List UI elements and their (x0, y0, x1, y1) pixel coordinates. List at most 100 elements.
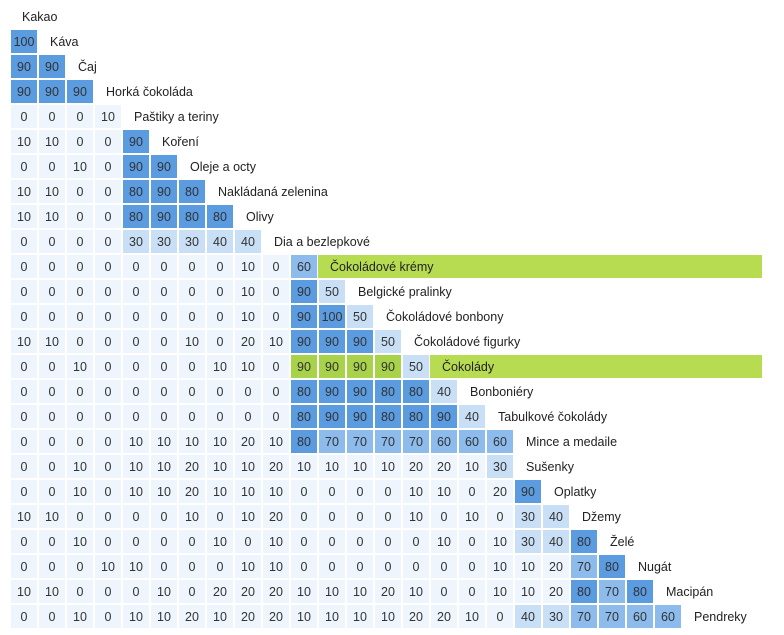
row-labels: Kakao Káva Čaj Horká čokoláda Paštiky a teri… (22, 10, 748, 624)
matrix-cell (263, 280, 289, 303)
cell-value: 60 (661, 610, 675, 624)
cell-value: 20 (493, 485, 507, 499)
matrix-cell (95, 305, 121, 328)
cell-value: 90 (297, 310, 311, 324)
cell-value: 30 (493, 460, 507, 474)
cell-value: 0 (49, 385, 56, 399)
matrix-cell (11, 455, 37, 478)
cell-value: 90 (17, 85, 31, 99)
cell-value: 0 (329, 510, 336, 524)
matrix-cell (11, 530, 37, 553)
matrix-cell (403, 605, 429, 628)
cell-value: 0 (161, 260, 168, 274)
cell-value: 0 (105, 285, 112, 299)
matrix-cell (151, 155, 177, 178)
matrix-cell (151, 530, 177, 553)
cell-value: 10 (213, 485, 227, 499)
matrix-cell (67, 480, 93, 503)
matrix-cell (95, 180, 121, 203)
matrix-cell (11, 355, 37, 378)
matrix-cell (151, 355, 177, 378)
matrix-cell (347, 505, 373, 528)
matrix-cell (39, 580, 65, 603)
matrix-cell (403, 530, 429, 553)
matrix-cell (543, 580, 569, 603)
cell-value: 90 (325, 410, 339, 424)
cell-value: 10 (241, 510, 255, 524)
matrix-cell (459, 480, 485, 503)
matrix-cell (515, 580, 541, 603)
matrix-cell (95, 355, 121, 378)
matrix-cell (11, 380, 37, 403)
cell-value: 20 (549, 560, 563, 574)
matrix-cell (39, 430, 65, 453)
matrix-cell (431, 530, 457, 553)
cell-value: 80 (633, 585, 647, 599)
row-label: Nakládaná zelenina (218, 185, 328, 199)
cell-value: 0 (189, 385, 196, 399)
matrix-cell (123, 255, 149, 278)
diagonal-cell (487, 430, 513, 453)
cell-value: 0 (105, 435, 112, 449)
cell-value: 0 (133, 310, 140, 324)
cell-value: 80 (409, 385, 423, 399)
cell-value: 0 (21, 260, 28, 274)
cell-value: 0 (357, 535, 364, 549)
diagonal-cell (403, 355, 429, 378)
matrix-cell (11, 480, 37, 503)
matrix-cell (291, 455, 317, 478)
matrix-cell (95, 405, 121, 428)
matrix-cell (123, 280, 149, 303)
matrix-cell (67, 505, 93, 528)
cell-value: 0 (189, 585, 196, 599)
cell-value: 0 (301, 560, 308, 574)
cell-value: 20 (437, 610, 451, 624)
matrix-cell (151, 480, 177, 503)
cell-value: 80 (297, 410, 311, 424)
matrix-cell (95, 605, 121, 628)
cell-value: 10 (353, 585, 367, 599)
cell-value: 10 (353, 610, 367, 624)
cell-value: 90 (297, 285, 311, 299)
matrix-cell (319, 605, 345, 628)
cell-value: 80 (409, 410, 423, 424)
cell-value: 10 (241, 560, 255, 574)
matrix-cell (151, 180, 177, 203)
matrix-cell (655, 605, 681, 628)
matrix-cell (39, 205, 65, 228)
cell-value: 70 (605, 610, 619, 624)
matrix-cell (95, 555, 121, 578)
cell-value: 0 (133, 410, 140, 424)
matrix-cell (11, 555, 37, 578)
cell-value: 0 (21, 410, 28, 424)
matrix-cell (571, 605, 597, 628)
row-label: Sušenky (526, 460, 575, 474)
matrix-cell (11, 80, 37, 103)
cell-value: 0 (189, 260, 196, 274)
matrix-cell (235, 555, 261, 578)
matrix-cell (263, 355, 289, 378)
cell-value: 0 (77, 410, 84, 424)
cell-value: 0 (105, 410, 112, 424)
cell-value: 0 (105, 485, 112, 499)
matrix-cell (123, 155, 149, 178)
cell-value: 10 (45, 585, 59, 599)
matrix-cell (319, 480, 345, 503)
cell-value: 0 (441, 585, 448, 599)
diagonal-value: 40 (465, 410, 479, 424)
row-label: Kakao (22, 10, 57, 24)
matrix-cell (67, 605, 93, 628)
cell-value: 0 (77, 210, 84, 224)
cell-value: 0 (497, 510, 504, 524)
matrix-cell (403, 480, 429, 503)
matrix-cell (235, 455, 261, 478)
matrix-cell (123, 205, 149, 228)
cell-value: 10 (213, 460, 227, 474)
cell-value: 0 (49, 110, 56, 124)
matrix-cell (571, 555, 597, 578)
matrix-cell (179, 355, 205, 378)
cell-value: 0 (77, 235, 84, 249)
matrix-cell (123, 530, 149, 553)
matrix-cell (95, 130, 121, 153)
